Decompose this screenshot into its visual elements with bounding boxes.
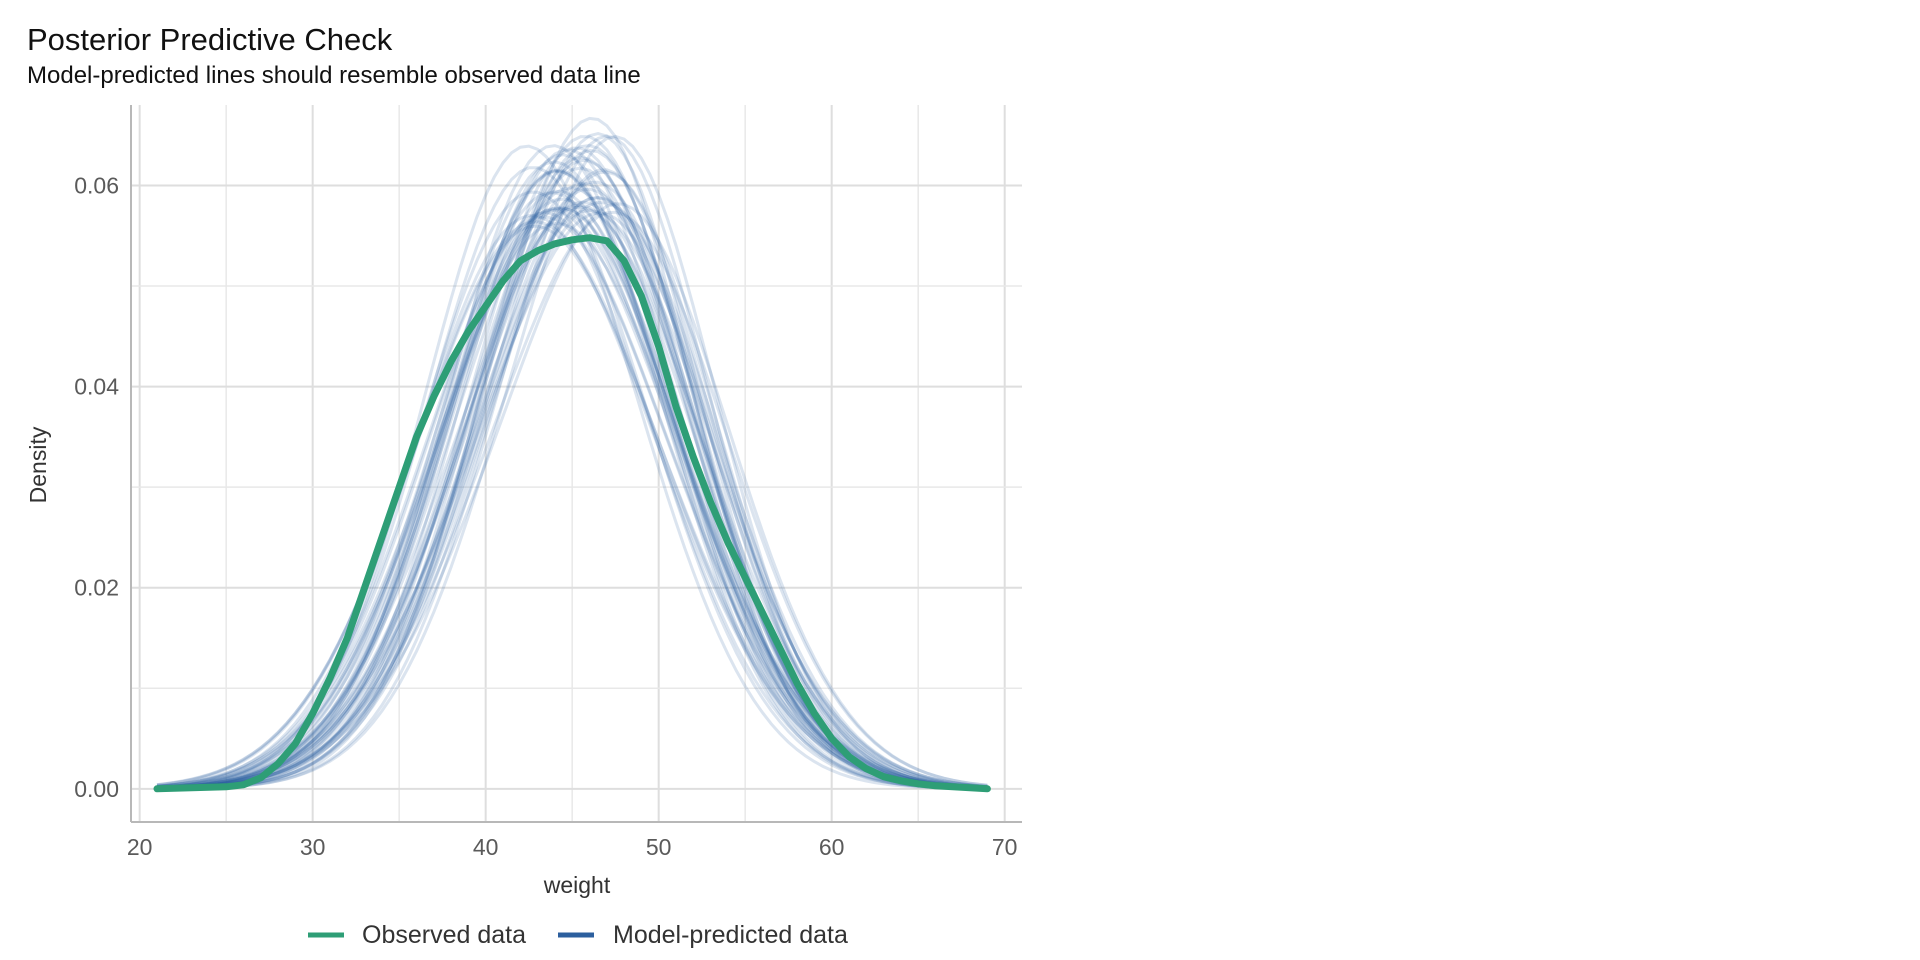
chart-title: Posterior Predictive Check (27, 22, 393, 57)
legend: Observed data Model-predicted data (308, 921, 848, 949)
predicted-draw-line (156, 169, 988, 790)
x-tick-label: 60 (819, 834, 845, 860)
predicted-draw-line (156, 200, 988, 790)
predicted-draw-line (156, 210, 988, 790)
y-tick-label: 0.06 (74, 172, 119, 198)
predicted-draw-line (156, 187, 988, 790)
predicted-draw-line (156, 224, 988, 790)
predicted-draw-line (156, 202, 988, 790)
predicted-draw-line (156, 144, 988, 790)
x-axis-title: weight (543, 872, 611, 898)
x-tick-label: 30 (300, 834, 326, 860)
x-tick-label: 20 (127, 834, 153, 860)
predicted-draw-line (156, 148, 988, 790)
predicted-draw-line (156, 168, 988, 790)
predicted-draw-line (156, 166, 988, 790)
predicted-draw-line (156, 214, 988, 790)
predicted-draw-line (156, 205, 988, 790)
legend-item-predicted: Model-predicted data (558, 921, 848, 949)
predicted-draw-line (156, 200, 988, 790)
predicted-draw-line (156, 190, 988, 790)
x-tick-label: 40 (473, 834, 499, 860)
legend-label-predicted: Model-predicted data (613, 921, 848, 949)
predicted-draw-line (156, 153, 988, 790)
observed-line-group (153, 234, 991, 793)
predicted-draw-line (156, 211, 988, 789)
x-tick-label: 50 (646, 834, 672, 860)
predicted-draw-line (156, 144, 988, 791)
predicted-draw-line (156, 196, 988, 790)
predicted-draw-line (156, 180, 988, 790)
axes (130, 105, 1022, 823)
predicted-draw-line (156, 208, 988, 790)
y-axis-title: Density (25, 426, 51, 503)
chart-subtitle: Model-predicted lines should resemble ob… (27, 62, 641, 89)
y-tick-label: 0.02 (74, 575, 119, 601)
y-tick-label: 0.04 (74, 374, 119, 400)
legend-label-observed: Observed data (362, 921, 526, 949)
predicted-draw-line (156, 220, 988, 790)
predicted-draw-line (156, 170, 988, 790)
tick-labels: 20 30 40 50 60 70 0.00 0.02 0.04 0.06 (74, 172, 1017, 860)
predicted-draw-line (157, 134, 988, 791)
observed-line (153, 234, 991, 793)
x-tick-label: 70 (992, 834, 1018, 860)
y-tick-label: 0.00 (74, 776, 119, 802)
predicted-draw-line (156, 169, 988, 790)
predicted-draw-line (156, 134, 988, 791)
predicted-draw-line (156, 116, 988, 791)
predicted-draw-line (156, 195, 988, 790)
gridlines (131, 105, 1022, 822)
legend-item-observed: Observed data (308, 921, 526, 949)
predicted-draw-line (156, 146, 988, 790)
